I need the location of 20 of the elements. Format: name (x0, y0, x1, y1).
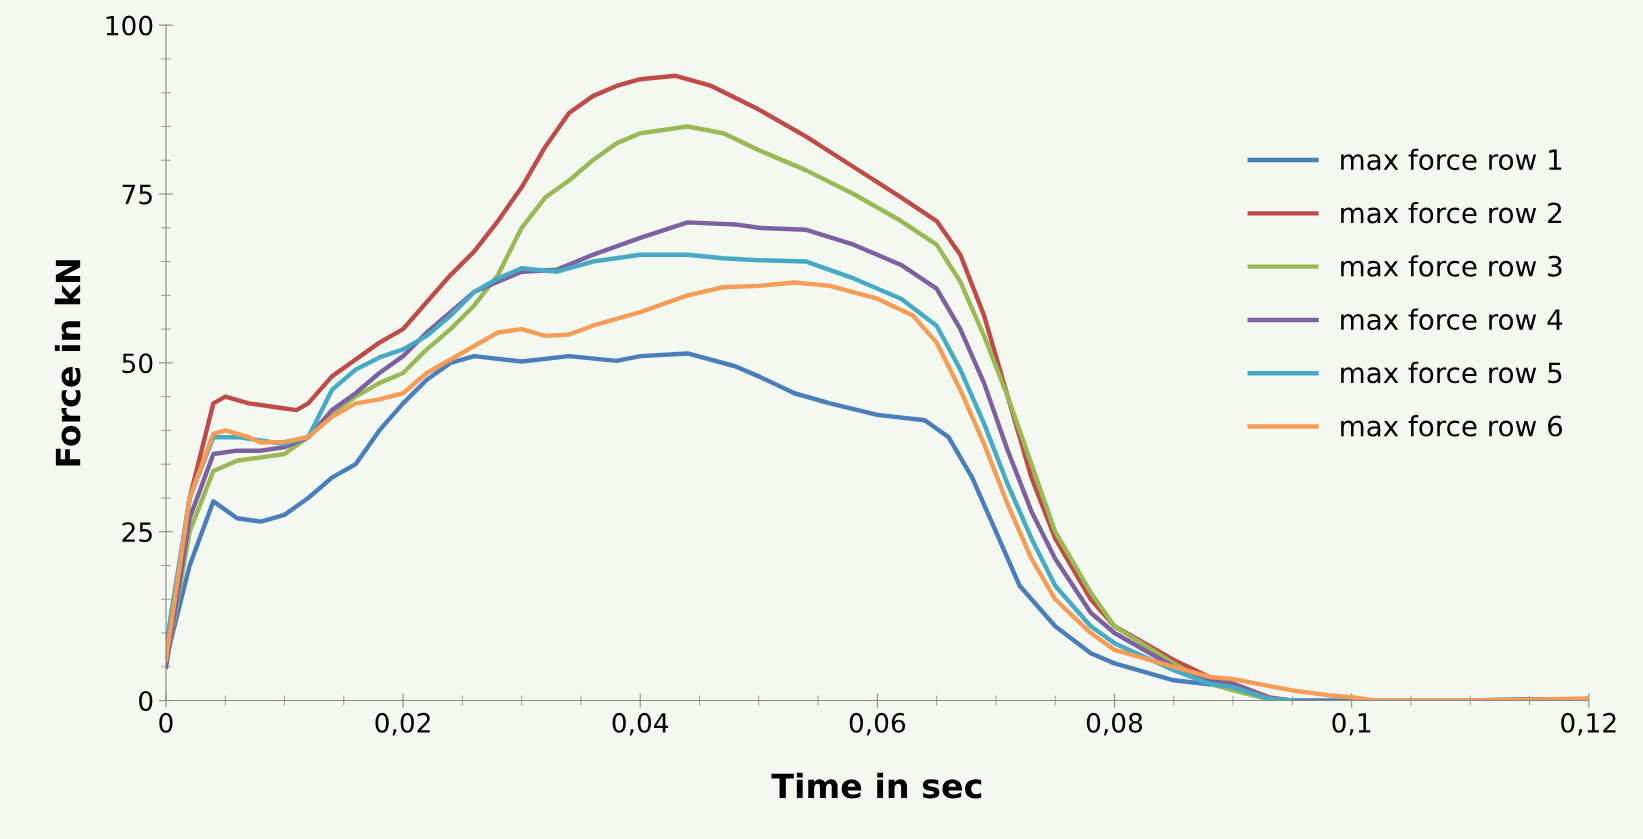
y-tick-label: 0 (139, 691, 153, 711)
legend-label: max force row 2 (1341, 201, 1561, 224)
x-tick-label: 0 (159, 712, 173, 733)
legend-label: max force row 5 (1341, 361, 1562, 384)
x-axis-title: Time in sec (771, 772, 982, 799)
x-tick-label: 0,06 (849, 712, 906, 736)
y-tick-label: 100 (106, 15, 153, 36)
x-tick-label: 0,08 (1086, 712, 1143, 736)
x-tick-label: 0,1 (1332, 712, 1371, 736)
y-tick-label: 25 (122, 522, 152, 543)
legend-label: max force row 6 (1341, 415, 1563, 437)
legend-label: max force row 4 (1341, 308, 1563, 331)
legend-label: max force row 3 (1341, 255, 1562, 277)
x-tick-label: 0,04 (612, 712, 669, 736)
x-tick-label: 0,02 (375, 712, 430, 736)
y-tick-label: 50 (122, 353, 153, 374)
x-tick-label: 0,12 (1561, 712, 1616, 736)
y-axis-title: Force in kN (54, 260, 81, 466)
y-tick-label: 75 (122, 184, 152, 205)
legend-label: max force row 1 (1341, 148, 1562, 171)
